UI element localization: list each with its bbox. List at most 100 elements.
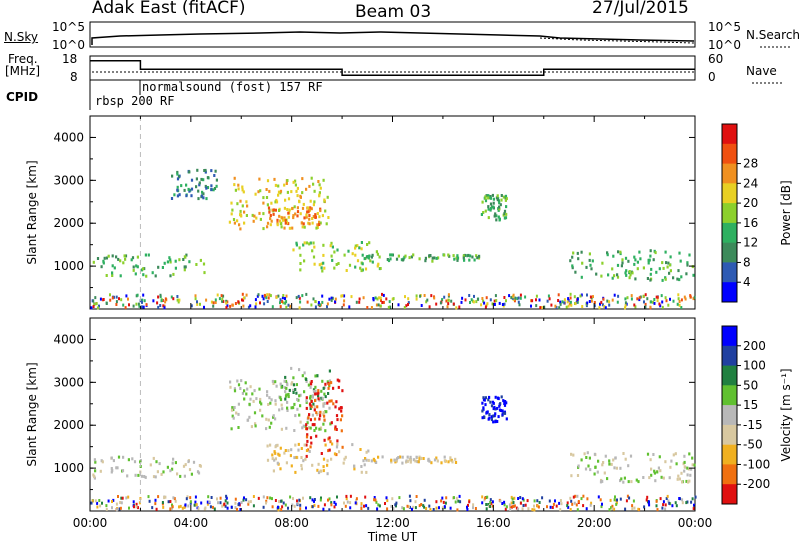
velocity-data-cell [676, 477, 679, 481]
power-ground-cell [519, 296, 522, 300]
y-tick-label: 3000 [53, 375, 84, 389]
power-data-cell [484, 196, 487, 200]
power-data-cell [111, 254, 114, 258]
power-ground-cell [644, 305, 647, 309]
power-data-cell [205, 186, 208, 190]
power-data-cell [318, 263, 321, 267]
power-ground-cell [608, 303, 611, 307]
power-ground-cell [600, 300, 603, 304]
velocity-ground-cell [472, 506, 474, 510]
power-data-cell [354, 253, 357, 257]
velocity-ground-cell [363, 504, 365, 508]
velocity-data-cell [594, 465, 597, 469]
velocity-data-cell [503, 411, 507, 415]
power-data-cell [325, 222, 328, 226]
power-data-cell [462, 254, 465, 258]
velocity-data-cell [115, 466, 118, 470]
velocity-ground-cell [655, 499, 658, 503]
velocity-data-cell [301, 426, 304, 430]
velocity-ground-cell [675, 504, 678, 508]
power-ground-cell [441, 298, 444, 302]
velocity-ground-cell [280, 508, 283, 511]
velocity-data-cell [315, 434, 318, 438]
velocity-ground-cell [154, 498, 157, 502]
colorbar-tick-label: 24 [743, 176, 758, 190]
velocity-ground-cell [569, 496, 572, 500]
power-data-cell [295, 189, 298, 193]
power-data-cell [259, 217, 262, 221]
power-data-cell [204, 170, 207, 174]
velocity-ground-cell [317, 504, 320, 508]
power-data-cell [308, 214, 311, 217]
power-data-cell [131, 256, 135, 260]
power-data-cell [633, 255, 636, 259]
velocity-ground-cell [376, 507, 379, 511]
velocity-data-cell [286, 400, 289, 404]
velocity-ground-cell [611, 507, 614, 511]
velocity-ground-cell [257, 496, 260, 500]
velocity-data-cell [322, 412, 325, 416]
velocity-ground-cell [554, 499, 556, 503]
velocity-ground-cell [292, 497, 294, 501]
velocity-ground-cell [504, 507, 507, 511]
power-data-cell [345, 269, 348, 272]
power-data-cell [469, 254, 472, 258]
power-data-cell [493, 214, 496, 218]
colorbar-tick-label: 4 [743, 275, 751, 289]
velocity-ground-cell [193, 503, 196, 507]
velocity-ground-cell [485, 503, 488, 506]
power-data-cell [185, 183, 188, 187]
velocity-data-cell [690, 467, 693, 471]
power-data-cell [163, 261, 166, 265]
velocity-data-cell [305, 427, 309, 431]
power-ground-cell [680, 306, 683, 309]
power-data-cell [142, 267, 145, 271]
power-data-cell [237, 187, 240, 191]
power-data-cell [335, 263, 338, 266]
power-ground-cell [498, 301, 501, 305]
power-ground-cell [343, 299, 346, 303]
velocity-ground-cell [174, 499, 177, 503]
velocity-data-cell [315, 426, 318, 430]
velocity-ground-cell [186, 495, 189, 499]
velocity-data-cell [328, 448, 331, 452]
velocity-data-cell [662, 476, 665, 480]
power-data-cell [258, 211, 261, 215]
velocity-data-cell [279, 396, 282, 400]
power-ground-cell [156, 301, 159, 305]
power-ground-cell [220, 294, 223, 298]
velocity-ground-cell [533, 508, 536, 512]
power-data-cell [312, 241, 315, 245]
power-data-cell [280, 221, 283, 225]
velocity-data-cell [306, 433, 309, 437]
velocity-ground-cell [236, 507, 238, 511]
velocity-data-cell [501, 409, 504, 413]
power-ground-cell [330, 298, 333, 302]
power-ground-cell [630, 297, 633, 301]
power-ground-cell [342, 303, 345, 307]
velocity-data-cell [298, 394, 301, 398]
velocity-ground-cell [487, 503, 490, 506]
velocity-data-cell [691, 456, 694, 460]
velocity-ground-cell [355, 498, 358, 502]
power-ground-cell [461, 296, 464, 300]
velocity-data-cell [319, 410, 322, 414]
velocity-data-cell [233, 406, 236, 409]
velocity-ground-cell [184, 503, 187, 507]
velocity-data-cell [94, 460, 97, 464]
power-data-cell [489, 196, 493, 200]
velocity-ground-cell [489, 501, 492, 504]
x-tick-label: 20:00 [577, 516, 612, 530]
sky-right-tick-top: 10^5 [708, 20, 741, 34]
power-colorbar-segment [722, 242, 737, 263]
power-ground-cell [649, 305, 652, 309]
power-data-cell [498, 207, 501, 211]
velocity-data-cell [482, 396, 485, 400]
velocity-data-cell [298, 368, 301, 372]
velocity-data-cell [317, 397, 320, 401]
power-data-cell [269, 214, 272, 217]
power-data-cell [351, 252, 354, 256]
power-data-cell [371, 260, 374, 264]
velocity-data-cell [584, 467, 588, 471]
power-data-cell [178, 258, 181, 262]
